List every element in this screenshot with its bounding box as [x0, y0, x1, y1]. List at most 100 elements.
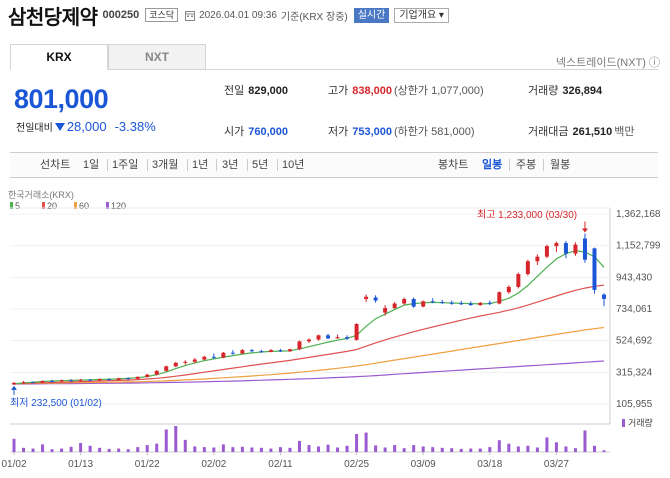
candle-chart-label: 봉차트: [438, 159, 469, 171]
change-label: 전일대비: [16, 123, 53, 134]
volume-bar: [183, 439, 187, 452]
divider: [277, 159, 278, 171]
volume-bar: [497, 440, 501, 452]
candle-body: [50, 381, 55, 383]
y-tick-label: 315,324: [616, 367, 653, 378]
candle-body: [126, 378, 131, 380]
volume-bar: [355, 433, 359, 452]
quote-stats: 전일 829,000 고가 838,000 (상한가 1,077,000) 거래량 32…: [224, 80, 664, 140]
stat-amount: 거래대금 261,510 백만: [528, 123, 635, 139]
volume-bar: [374, 445, 378, 452]
volume-bar: [564, 446, 568, 452]
divider: [187, 159, 188, 171]
period-1y[interactable]: 1년: [192, 159, 209, 171]
candle-body: [478, 302, 483, 306]
tab-nxt[interactable]: NXT: [108, 44, 206, 70]
period-1w[interactable]: 1주일: [112, 159, 139, 171]
period-3m[interactable]: 3개월: [152, 159, 179, 171]
candle-body: [459, 303, 464, 305]
volume-bar: [450, 448, 454, 452]
stat-value: 829,000: [248, 85, 289, 97]
period-10y[interactable]: 10년: [282, 159, 305, 171]
volume-legend-label: 거래량: [628, 417, 653, 428]
tab-krx[interactable]: KRX: [10, 44, 108, 70]
legend-swatch: [74, 202, 77, 209]
candle-body: [297, 341, 302, 350]
volume-bar: [117, 448, 121, 452]
volume-bar: [507, 443, 511, 452]
stat-value: 261,510: [572, 126, 613, 138]
candle-body: [145, 374, 150, 377]
volume-bar: [88, 445, 92, 452]
period-1d[interactable]: 1일: [83, 159, 100, 171]
legend-swatch: [42, 202, 45, 209]
candle-body: [487, 302, 492, 304]
period-monthly[interactable]: 월봉: [550, 159, 571, 171]
divider: [247, 159, 248, 171]
volume-bar: [126, 449, 130, 452]
volume-bar: [364, 432, 368, 452]
price-chart[interactable]: 한국거래소(KRX) 5 20 60 120 1,362,168 1,152,799 94…: [0, 186, 670, 478]
source-label: 한국거래소(KRX): [8, 190, 74, 200]
market-badge: 코스닥: [145, 8, 179, 22]
volume-bar: [288, 447, 292, 452]
candle-body: [97, 379, 102, 381]
x-tick-label: 01/02: [1, 459, 26, 470]
volume-bar: [326, 444, 330, 452]
ma20-line: [13, 284, 605, 385]
volume-bar: [602, 450, 606, 452]
volume-bar: [31, 448, 35, 452]
stat-label: 거래대금: [528, 126, 569, 138]
volume-bar: [478, 448, 482, 452]
volume-bar: [336, 447, 340, 452]
period-selector: 선차트 1일 1주일 3개월 1년 3년 5년 10년 봉차트 일봉 주봉 월봉: [10, 152, 658, 178]
period-weekly[interactable]: 주봉: [516, 159, 537, 171]
candles: [11, 221, 606, 395]
volume-bar: [193, 446, 197, 452]
volume-bar: [202, 447, 206, 452]
volume-bar: [269, 448, 273, 452]
candle-body: [278, 350, 283, 352]
legend-label: 60: [79, 201, 89, 211]
candle-body: [202, 356, 207, 360]
y-tick-label: 524,692: [616, 336, 653, 347]
legend-label: 20: [47, 201, 57, 211]
realtime-button[interactable]: 실시간: [353, 7, 390, 23]
nextrade-link[interactable]: 넥스트레이드(NXT) ⓘ: [555, 57, 660, 69]
candle-body: [449, 302, 454, 304]
high-annotation: 최고 1,233,000 (03/30): [477, 209, 577, 221]
candle-body: [326, 335, 331, 339]
down-arrow-icon: [54, 122, 65, 131]
stat-label: 저가: [328, 126, 349, 138]
period-daily[interactable]: 일봉: [482, 159, 503, 171]
volume-bar: [145, 445, 149, 452]
ma-lines: [13, 249, 605, 385]
volume-bar: [554, 442, 558, 452]
x-tick-label: 03/18: [477, 459, 502, 470]
line-chart-label: 선차트: [40, 159, 71, 171]
volume-bar: [345, 445, 349, 452]
period-3y[interactable]: 3년: [222, 159, 239, 171]
high-marker-head: [581, 228, 588, 233]
candle-body: [307, 339, 311, 342]
volume-bar: [459, 448, 463, 452]
divider: [107, 159, 108, 171]
candle-body: [107, 379, 112, 381]
candle-body: [411, 299, 416, 307]
candle-body: [563, 243, 568, 254]
candle-body: [240, 350, 245, 354]
volume-bar: [240, 446, 244, 452]
volume-bar: [440, 447, 444, 452]
period-5y[interactable]: 5년: [252, 159, 269, 171]
y-tick-label: 943,430: [616, 272, 653, 283]
candle-body: [402, 299, 407, 304]
candle-body: [373, 297, 378, 301]
stock-code: 000250: [102, 9, 140, 21]
stat-volume: 거래량 326,894: [528, 82, 602, 98]
volume-bar: [212, 447, 216, 452]
stat-low: 저가 753,000 (하한가 581,000): [328, 123, 475, 139]
company-overview-dropdown[interactable]: 기업개요 ▾: [394, 7, 449, 23]
volume-bar: [174, 426, 178, 452]
candle-body: [516, 274, 521, 287]
volume-bar: [307, 445, 311, 452]
